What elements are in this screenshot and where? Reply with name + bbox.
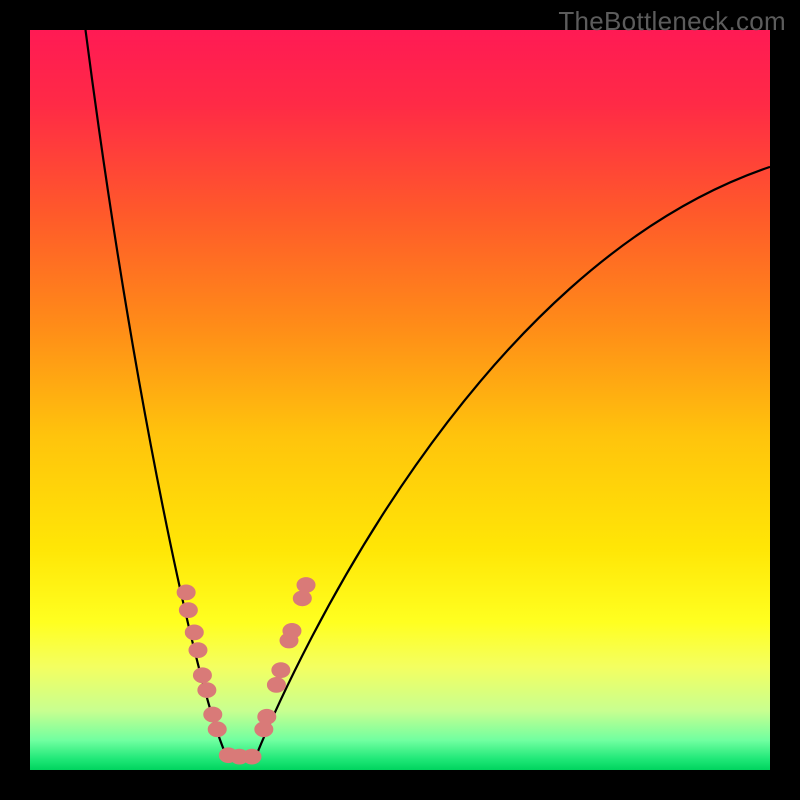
gradient-background xyxy=(30,30,770,770)
watermark-text: TheBottleneck.com xyxy=(558,6,786,37)
plot-frame xyxy=(30,30,770,770)
